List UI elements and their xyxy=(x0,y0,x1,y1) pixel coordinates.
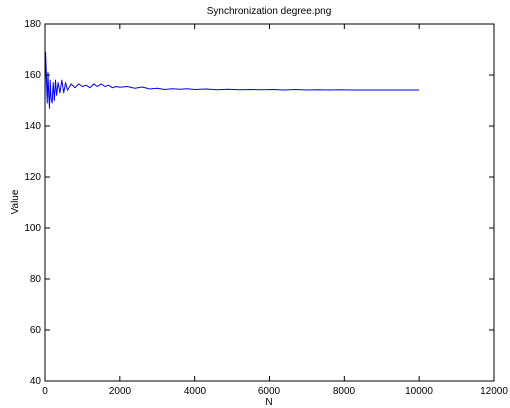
y-tick-label: 120 xyxy=(24,172,41,183)
y-tick-labels: 40 60 80 100 120 140 160 180 xyxy=(24,19,41,387)
y-tick-label: 160 xyxy=(24,70,41,81)
series-line-0 xyxy=(44,51,420,109)
x-tick-marks xyxy=(44,24,495,381)
y-tick-label: 40 xyxy=(30,376,42,387)
y-tick-label: 60 xyxy=(30,325,42,336)
series-layer xyxy=(44,51,420,109)
x-tick-label: 12000 xyxy=(480,386,508,397)
y-tick-label: 140 xyxy=(24,121,41,132)
x-tick-label: 10000 xyxy=(405,386,433,397)
x-axis-label: N xyxy=(265,397,272,408)
x-tick-labels: 0 2000 4000 6000 8000 10000 12000 xyxy=(42,386,508,397)
x-tick-label: 6000 xyxy=(258,386,281,397)
x-tick-label: 2000 xyxy=(109,386,132,397)
y-tick-label: 180 xyxy=(24,19,41,30)
y-tick-marks xyxy=(45,23,494,382)
x-tick-label: 8000 xyxy=(333,386,356,397)
chart-title: Synchronization degree.png xyxy=(207,6,332,17)
y-tick-label: 100 xyxy=(24,223,41,234)
y-axis-label: Value xyxy=(10,189,21,214)
plot-area xyxy=(45,24,494,381)
x-tick-label: 0 xyxy=(42,386,48,397)
x-tick-label: 4000 xyxy=(184,386,207,397)
y-tick-label: 80 xyxy=(30,274,42,285)
